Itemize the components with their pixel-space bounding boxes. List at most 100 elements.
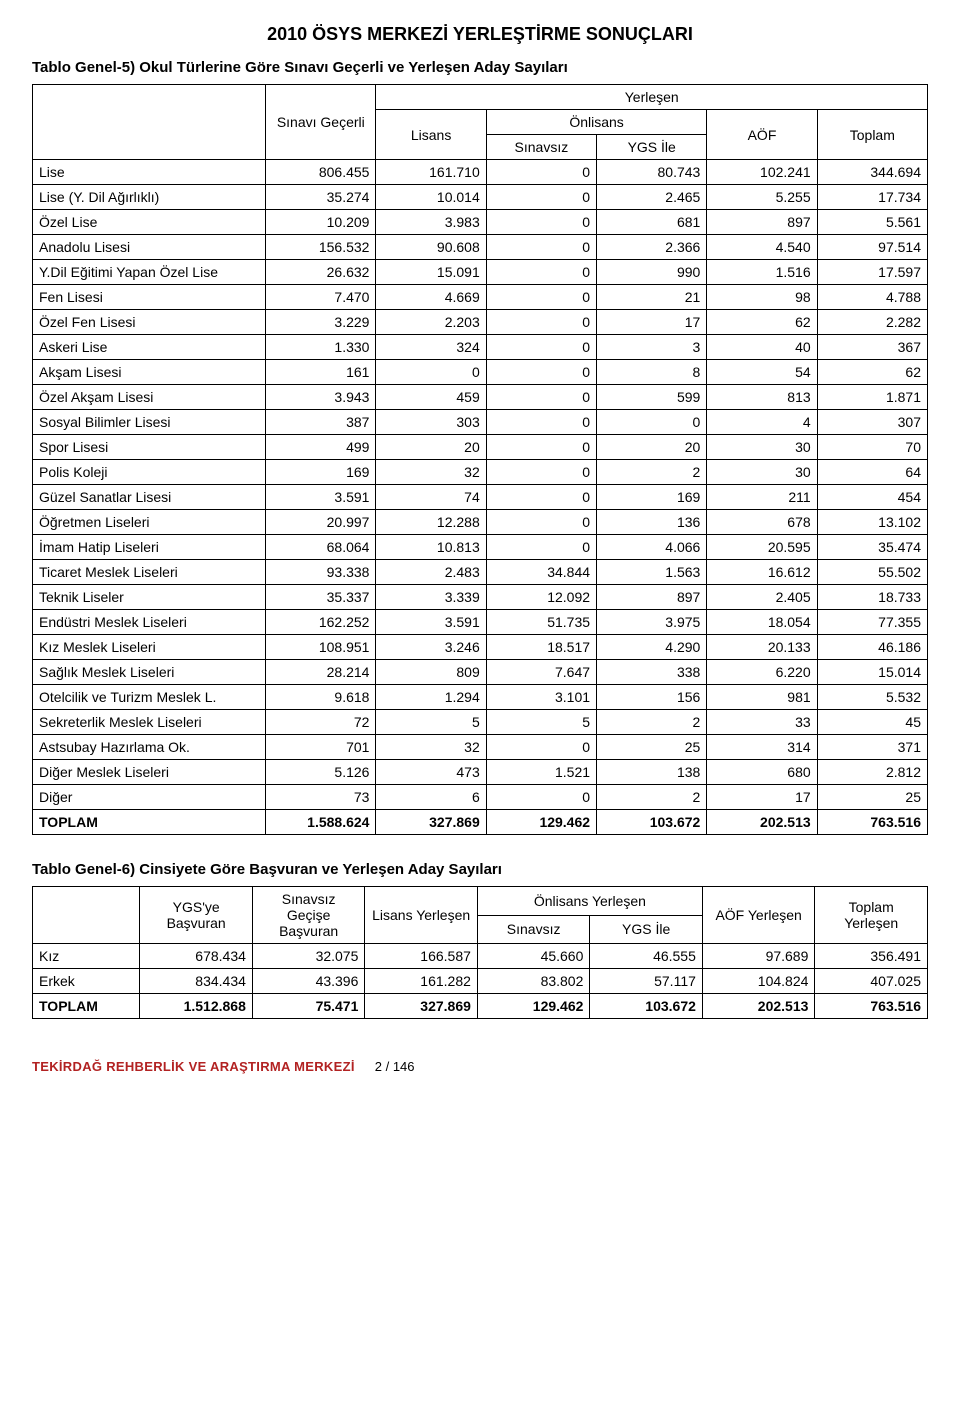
cell-value: 5.126 bbox=[266, 760, 376, 785]
cell-value: 1.588.624 bbox=[266, 810, 376, 835]
cell-value: 103.672 bbox=[590, 994, 703, 1019]
table-row: Sekreterlik Meslek Liseleri725523345 bbox=[33, 710, 928, 735]
table-row: Ticaret Meslek Liseleri93.3382.48334.844… bbox=[33, 560, 928, 585]
cell-value: 30 bbox=[707, 460, 817, 485]
t1-h-aof: AÖF bbox=[707, 110, 817, 160]
cell-value: 5.532 bbox=[817, 685, 927, 710]
cell-value: 25 bbox=[597, 735, 707, 760]
t1-h-onlisans: Önlisans bbox=[486, 110, 707, 135]
cell-value: 34.844 bbox=[486, 560, 596, 585]
cell-value: 371 bbox=[817, 735, 927, 760]
cell-value: 12.288 bbox=[376, 510, 486, 535]
cell-value: 32.075 bbox=[252, 944, 365, 969]
table2: YGS'ye Başvuran Sınavsız Geçişe Başvuran… bbox=[32, 886, 928, 1019]
row-label: Erkek bbox=[33, 969, 140, 994]
cell-value: 599 bbox=[597, 385, 707, 410]
row-label: Özel Lise bbox=[33, 210, 266, 235]
cell-value: 20 bbox=[597, 435, 707, 460]
cell-value: 45 bbox=[817, 710, 927, 735]
t2-h-aof-yerlesen: AÖF Yerleşen bbox=[702, 887, 815, 944]
table-row: Diğer Meslek Liseleri5.1264731.521138680… bbox=[33, 760, 928, 785]
table-row: Askeri Lise1.3303240340367 bbox=[33, 335, 928, 360]
cell-value: 2.203 bbox=[376, 310, 486, 335]
row-label: Diğer Meslek Liseleri bbox=[33, 760, 266, 785]
cell-value: 169 bbox=[266, 460, 376, 485]
cell-value: 20.997 bbox=[266, 510, 376, 535]
cell-value: 97.689 bbox=[702, 944, 815, 969]
cell-value: 387 bbox=[266, 410, 376, 435]
cell-value: 3.101 bbox=[486, 685, 596, 710]
cell-value: 202.513 bbox=[707, 810, 817, 835]
cell-value: 3.591 bbox=[376, 610, 486, 635]
table2-header: YGS'ye Başvuran Sınavsız Geçişe Başvuran… bbox=[33, 887, 928, 944]
table-row: Özel Lise10.2093.98306818975.561 bbox=[33, 210, 928, 235]
cell-value: 17 bbox=[597, 310, 707, 335]
row-label: Y.Dil Eğitimi Yapan Özel Lise bbox=[33, 260, 266, 285]
cell-value: 0 bbox=[486, 510, 596, 535]
cell-value: 46.186 bbox=[817, 635, 927, 660]
table-row: Anadolu Lisesi156.53290.60802.3664.54097… bbox=[33, 235, 928, 260]
cell-value: 5.255 bbox=[707, 185, 817, 210]
cell-value: 678 bbox=[707, 510, 817, 535]
table-total-row: TOPLAM1.512.86875.471327.869129.462103.6… bbox=[33, 994, 928, 1019]
cell-value: 20.133 bbox=[707, 635, 817, 660]
cell-value: 6 bbox=[376, 785, 486, 810]
row-label: Güzel Sanatlar Lisesi bbox=[33, 485, 266, 510]
cell-value: 16.612 bbox=[707, 560, 817, 585]
cell-value: 3.229 bbox=[266, 310, 376, 335]
cell-value: 10.014 bbox=[376, 185, 486, 210]
cell-value: 2.282 bbox=[817, 310, 927, 335]
cell-value: 1.563 bbox=[597, 560, 707, 585]
table-row: Teknik Liseler35.3373.33912.0928972.4051… bbox=[33, 585, 928, 610]
cell-value: 314 bbox=[707, 735, 817, 760]
cell-value: 0 bbox=[376, 360, 486, 385]
cell-value: 51.735 bbox=[486, 610, 596, 635]
cell-value: 70 bbox=[817, 435, 927, 460]
row-label: Teknik Liseler bbox=[33, 585, 266, 610]
cell-value: 156.532 bbox=[266, 235, 376, 260]
cell-value: 46.555 bbox=[590, 944, 703, 969]
row-label: Ticaret Meslek Liseleri bbox=[33, 560, 266, 585]
cell-value: 169 bbox=[597, 485, 707, 510]
cell-value: 4.066 bbox=[597, 535, 707, 560]
cell-value: 7.470 bbox=[266, 285, 376, 310]
cell-value: 55.502 bbox=[817, 560, 927, 585]
t2-h-blank bbox=[33, 887, 140, 944]
cell-value: 161 bbox=[266, 360, 376, 385]
t1-h-toplam: Toplam bbox=[817, 110, 927, 160]
cell-value: 0 bbox=[486, 260, 596, 285]
cell-value: 1.871 bbox=[817, 385, 927, 410]
cell-value: 1.512.868 bbox=[140, 994, 253, 1019]
cell-value: 35.274 bbox=[266, 185, 376, 210]
cell-value: 678.434 bbox=[140, 944, 253, 969]
cell-value: 40 bbox=[707, 335, 817, 360]
cell-value: 3.591 bbox=[266, 485, 376, 510]
table-row: Endüstri Meslek Liseleri162.2523.59151.7… bbox=[33, 610, 928, 635]
t2-h-sinavsiz: Sınavsız bbox=[477, 915, 590, 944]
cell-value: 2.483 bbox=[376, 560, 486, 585]
table-row: Kız Meslek Liseleri108.9513.24618.5174.2… bbox=[33, 635, 928, 660]
row-label: Kız bbox=[33, 944, 140, 969]
cell-value: 0 bbox=[486, 285, 596, 310]
cell-value: 338 bbox=[597, 660, 707, 685]
table-row: Akşam Lisesi1610085462 bbox=[33, 360, 928, 385]
cell-value: 17.734 bbox=[817, 185, 927, 210]
t1-h-blank bbox=[33, 85, 266, 160]
row-label: İmam Hatip Liseleri bbox=[33, 535, 266, 560]
row-label: Lise bbox=[33, 160, 266, 185]
cell-value: 3.339 bbox=[376, 585, 486, 610]
row-label: TOPLAM bbox=[33, 810, 266, 835]
cell-value: 17.597 bbox=[817, 260, 927, 285]
t2-h-ygs-basvuran: YGS'ye Başvuran bbox=[140, 887, 253, 944]
table2-caption: Tablo Genel-6) Cinsiyete Göre Başvuran v… bbox=[32, 861, 928, 878]
cell-value: 103.672 bbox=[597, 810, 707, 835]
table2-body: Kız678.43432.075166.58745.66046.55597.68… bbox=[33, 944, 928, 1019]
cell-value: 102.241 bbox=[707, 160, 817, 185]
cell-value: 0 bbox=[486, 785, 596, 810]
cell-value: 15.091 bbox=[376, 260, 486, 285]
cell-value: 10.813 bbox=[376, 535, 486, 560]
cell-value: 30 bbox=[707, 435, 817, 460]
table-row: Diğer736021725 bbox=[33, 785, 928, 810]
table-row: Öğretmen Liseleri20.99712.288013667813.1… bbox=[33, 510, 928, 535]
row-label: Fen Lisesi bbox=[33, 285, 266, 310]
